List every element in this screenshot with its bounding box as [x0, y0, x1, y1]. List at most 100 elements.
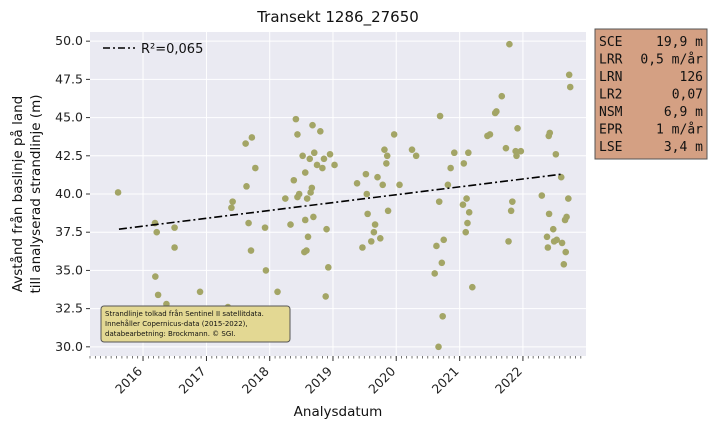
data-point [287, 221, 294, 228]
data-point [362, 170, 370, 178]
data-point [228, 204, 235, 212]
note-line-2: Innehåller Copernicus-data (2015-2022), [105, 319, 248, 328]
data-point [565, 195, 572, 202]
note-box: Strandlinje tolkad från Sentinel II sate… [100, 305, 291, 343]
data-point [436, 112, 444, 120]
data-point [152, 273, 159, 280]
data-point [538, 192, 546, 199]
x-minor-ticks [89, 356, 582, 359]
stats-value: 3,4 m [664, 140, 703, 155]
stats-value: 1 m/år [656, 123, 703, 138]
data-point [331, 161, 338, 169]
stats-value: 0,07 [672, 88, 703, 103]
stats-box-background [594, 28, 708, 160]
data-point [565, 71, 573, 79]
data-point [486, 131, 494, 138]
data-point [553, 236, 561, 244]
data-point [196, 288, 204, 296]
data-point [431, 270, 439, 277]
data-point [514, 124, 521, 132]
data-point [505, 238, 512, 245]
grid-lines [90, 32, 586, 356]
data-point [171, 224, 178, 231]
x-tick-label: 2022 [492, 364, 525, 397]
data-point [323, 225, 330, 233]
data-point [439, 312, 446, 320]
stats-value: 126 [680, 70, 703, 85]
data-point [440, 236, 448, 244]
x-axis-ticks: 2016 2017 2018 2019 2020 2021 2022 [112, 356, 525, 397]
data-point [438, 259, 446, 267]
data-point [363, 190, 371, 198]
data-point [412, 152, 420, 160]
data-point [506, 40, 513, 48]
legend-label: R²=0,065 [141, 42, 203, 57]
data-point [261, 224, 269, 231]
data-point [310, 213, 317, 221]
data-point [549, 225, 557, 233]
data-point [462, 228, 470, 236]
y-tick-label: 40.0 [55, 186, 83, 201]
data-point [374, 173, 381, 181]
note-line-3: databearbetning: Brockmann. © SGI. [105, 330, 236, 338]
data-point [463, 195, 470, 202]
data-point [303, 195, 311, 202]
data-point [557, 173, 565, 181]
data-point [367, 238, 375, 245]
data-point [464, 219, 471, 227]
x-tick-label: 2018 [239, 363, 272, 396]
data-point [243, 183, 250, 190]
y-axis-ticks: 30.0 32.5 35.0 37.5 40.0 42.5 45.0 47.5 50.0 [55, 33, 90, 354]
data-point [309, 121, 316, 129]
data-point [546, 129, 554, 137]
data-point [290, 176, 298, 184]
data-point [114, 189, 122, 196]
data-point [563, 213, 570, 221]
x-tick-label: 2017 [175, 364, 208, 397]
data-point [558, 239, 566, 247]
data-point [460, 160, 468, 167]
data-point [383, 152, 391, 160]
data-point [359, 244, 366, 251]
data-point [381, 146, 388, 153]
data-point [502, 144, 510, 152]
data-point [301, 216, 309, 224]
data-point [299, 152, 306, 160]
stats-key: LRR [599, 53, 623, 68]
data-point [450, 149, 458, 157]
y-tick-label: 45.0 [55, 110, 83, 125]
data-point [383, 160, 390, 167]
data-point [469, 283, 476, 291]
x-tick-label: 2016 [112, 363, 145, 396]
data-point [562, 248, 570, 256]
y-axis-label-line-1: Avstånd från baslinje på land [9, 96, 26, 292]
data-point [364, 210, 371, 218]
y-axis-label: Avstånd från baslinje på land till analy… [9, 94, 44, 293]
data-point [513, 152, 520, 160]
data-point [509, 198, 516, 205]
y-tick-label: 42.5 [55, 148, 83, 163]
data-point [371, 221, 379, 228]
note-box-background [100, 305, 291, 343]
data-point [543, 233, 551, 241]
data-points [114, 40, 574, 351]
data-point [396, 181, 403, 189]
y-tick-label: 47.5 [55, 71, 83, 86]
data-point [245, 219, 252, 227]
data-point [252, 164, 259, 172]
data-point [408, 146, 416, 153]
stats-key: LSE [599, 140, 622, 155]
trend-line [118, 173, 563, 230]
stats-value: 0,5 m/år [640, 53, 703, 68]
data-point [308, 184, 316, 192]
data-point [247, 247, 255, 254]
stats-key: LR2 [599, 88, 622, 103]
data-point [324, 264, 332, 271]
note-line-1: Strandlinje tolkad från Sentinel II sate… [105, 309, 264, 318]
data-point [517, 147, 525, 155]
data-point [313, 161, 321, 169]
data-point [303, 247, 310, 254]
data-point [242, 140, 249, 147]
data-point [274, 288, 281, 296]
data-point [310, 149, 318, 157]
